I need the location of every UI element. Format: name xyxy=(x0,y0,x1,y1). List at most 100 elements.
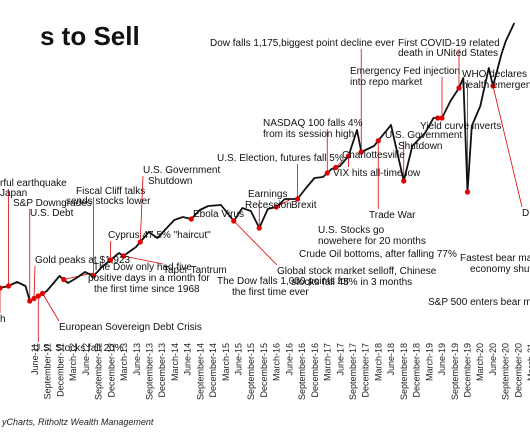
annotation-label: Shutdown xyxy=(148,176,192,187)
x-tick-label: June-11 xyxy=(30,343,40,375)
x-tick-label: September-17 xyxy=(348,343,358,400)
annotation-label: economy shuts xyxy=(470,264,530,275)
event-marker xyxy=(464,189,471,195)
x-tick-label: March-16 xyxy=(272,343,282,381)
annotation-label: Dow falls 1,175,biggest point decline ev… xyxy=(210,38,395,49)
event-marker xyxy=(27,298,33,304)
chart-title: s to Sell xyxy=(40,21,140,51)
event-marker xyxy=(324,170,330,176)
event-marker xyxy=(39,290,46,297)
x-tick-label: June-15 xyxy=(234,343,244,376)
annotation-label: S&P Downgrades xyxy=(13,198,92,209)
x-tick-label: December-17 xyxy=(361,343,371,398)
x-tick-label: September-20 xyxy=(501,343,511,400)
event-marker xyxy=(358,149,364,155)
annotation-label: positive days in a month for xyxy=(88,273,210,284)
x-tick-label: December-15 xyxy=(259,343,269,398)
x-tick-label: September-15 xyxy=(246,343,256,400)
annotation-label: The Dow falls 1,000 points for xyxy=(217,276,350,287)
annotation-label: Shutdown xyxy=(398,141,442,152)
x-tick-label: June-14 xyxy=(183,343,193,376)
x-axis-ticks: June-11 September-11 December-11 March-12 Ju… xyxy=(30,343,530,400)
event-marker xyxy=(120,253,126,259)
annotation-label: U.S. Stocks go xyxy=(318,225,385,236)
x-tick-label: December-20 xyxy=(513,343,523,398)
x-tick-label: September-13 xyxy=(145,343,155,400)
event-marker xyxy=(5,283,12,289)
annotation-leader xyxy=(42,293,60,322)
x-tick-label: December-12 xyxy=(106,343,116,398)
annotation-label: Emergency Fed injection xyxy=(350,66,460,77)
annotation-label: European Sovereign Debt Crisis xyxy=(59,322,202,333)
annotation-leaders xyxy=(0,49,523,342)
annotation-label: U.S. Government xyxy=(143,165,220,176)
event-marker xyxy=(294,196,301,202)
event-marker xyxy=(90,273,97,279)
event-marker xyxy=(107,257,114,263)
annotation-label: Japan xyxy=(0,188,27,199)
annotation-label: Fastest bear mar xyxy=(460,253,530,264)
annotation-leader xyxy=(123,255,164,265)
event-marker xyxy=(345,153,352,159)
event-marker xyxy=(456,85,462,91)
event-marker xyxy=(0,285,3,291)
annotation-label: D xyxy=(522,208,529,219)
annotation-label: First COVID-19 related xyxy=(398,38,500,49)
event-markers xyxy=(0,83,496,304)
x-tick-label: September-16 xyxy=(297,343,307,400)
event-marker xyxy=(31,295,37,302)
annotation-label: Fiscal Cliff talks xyxy=(76,186,145,197)
x-tick-label: June-18 xyxy=(386,343,396,376)
annotation-label: the first time ever xyxy=(232,287,309,298)
x-tick-label: March-19 xyxy=(424,343,434,381)
x-tick-label: March-21 xyxy=(526,343,530,381)
annotation-label: U.S. Government xyxy=(385,130,462,141)
annotation-label: from its session high xyxy=(263,129,354,140)
annotation-label: health emergenc xyxy=(462,80,530,91)
x-tick-label: March-18 xyxy=(373,343,383,381)
annotation-leader xyxy=(139,175,144,243)
event-marker xyxy=(375,138,381,144)
annotation-leader xyxy=(492,85,523,208)
x-tick-label: March-20 xyxy=(475,343,485,381)
x-tick-label: September-19 xyxy=(450,343,460,400)
x-tick-label: December-18 xyxy=(412,343,422,398)
x-tick-label: March-17 xyxy=(323,343,333,381)
annotation-label: stocks fall 45% in 3 months xyxy=(291,277,412,288)
x-tick-label: December-13 xyxy=(157,343,167,398)
x-tick-label: June-17 xyxy=(335,343,345,376)
event-marker xyxy=(137,239,143,245)
x-tick-label: September-11 xyxy=(43,343,53,399)
annotation-label: Global stock market selloff, Chinese xyxy=(277,266,437,277)
x-tick-label: June-20 xyxy=(488,343,498,376)
source-note: yCharts, Ritholtz Wealth Management xyxy=(1,417,154,427)
x-tick-label: December-16 xyxy=(310,343,320,398)
x-tick-label: September-14 xyxy=(195,343,205,400)
x-tick-label: March-15 xyxy=(221,343,231,381)
annotation-leader xyxy=(33,265,36,299)
annotation-leader xyxy=(233,220,278,266)
event-marker xyxy=(256,225,262,231)
annotation-label: Yield curve inverts xyxy=(420,121,501,132)
x-tick-label: March-12 xyxy=(68,343,78,381)
x-tick-label: June-13 xyxy=(132,343,142,376)
annotation-label: death in UNited States xyxy=(398,48,498,59)
annotation-label: Earnings xyxy=(248,189,287,200)
annotation-label: Ebola Virus xyxy=(193,209,244,220)
x-tick-label: March-13 xyxy=(119,343,129,381)
x-tick-label: December-19 xyxy=(463,343,473,398)
event-marker xyxy=(61,276,67,283)
x-tick-label: June-12 xyxy=(81,343,91,376)
annotation-label: VIX hits all-time low xyxy=(333,168,421,179)
annotation-label: Brexit xyxy=(291,200,317,211)
annotation-label: rful earthquake xyxy=(0,178,67,189)
annotation-label: Charlottesville xyxy=(342,150,405,161)
event-marker xyxy=(35,293,41,299)
annotation-label: into repo market xyxy=(350,77,422,88)
x-tick-label: June-19 xyxy=(437,343,447,376)
annotation-label: h xyxy=(0,314,6,325)
x-tick-label: September-18 xyxy=(399,343,409,400)
annotation-label: Taper Tantrum xyxy=(163,265,227,276)
x-tick-label: December-14 xyxy=(208,343,218,398)
